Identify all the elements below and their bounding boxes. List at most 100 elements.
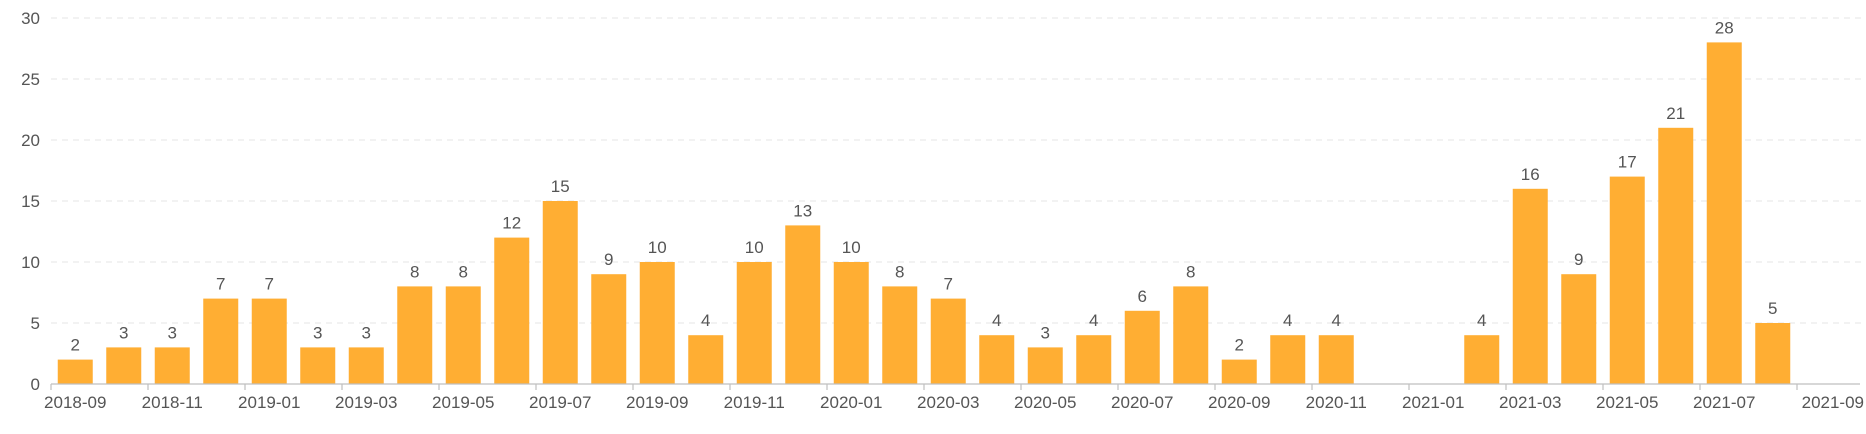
- bar: [1076, 335, 1112, 384]
- y-tick-label: 30: [21, 9, 40, 28]
- bar-value-label: 28: [1715, 18, 1734, 37]
- bar: [1124, 310, 1160, 384]
- bar-value-label: 4: [1477, 311, 1486, 330]
- bar-value-label: 10: [842, 238, 861, 257]
- bar-value-label: 10: [745, 238, 764, 257]
- x-tick-label: 2019-07: [529, 393, 591, 412]
- x-tick-label: 2020-03: [917, 393, 979, 412]
- bar: [1609, 176, 1645, 384]
- x-tick-label: 2019-11: [724, 393, 785, 412]
- bar: [1221, 359, 1257, 384]
- bar-value-label: 8: [459, 262, 468, 281]
- bar: [1706, 42, 1742, 385]
- x-tick-label: 2018-11: [142, 393, 203, 412]
- bar-value-label: 5: [1768, 299, 1777, 318]
- x-tick-label: 2020-01: [820, 393, 882, 412]
- bar: [494, 237, 530, 384]
- bar: [397, 286, 433, 384]
- bar: [639, 262, 675, 384]
- bar: [203, 298, 239, 384]
- bar-value-label: 12: [502, 214, 521, 233]
- bar: [1173, 286, 1209, 384]
- x-tick-label: 2021-01: [1402, 393, 1464, 412]
- bar: [57, 359, 93, 384]
- bar-value-label: 3: [119, 323, 128, 342]
- bar: [979, 335, 1015, 384]
- x-tick-label: 2020-11: [1306, 393, 1367, 412]
- bar: [300, 347, 336, 384]
- y-tick-label: 0: [31, 375, 40, 394]
- bar: [1755, 323, 1791, 384]
- bar-value-label: 4: [992, 311, 1001, 330]
- x-tick-label: 2019-05: [432, 393, 494, 412]
- bar: [1027, 347, 1063, 384]
- bar-value-label: 15: [551, 177, 570, 196]
- bar-value-label: 3: [1041, 323, 1050, 342]
- x-tick-label: 2021-07: [1693, 393, 1755, 412]
- bar: [736, 262, 772, 384]
- bar-value-label: 9: [604, 250, 613, 269]
- bar-value-label: 2: [1235, 336, 1244, 355]
- bar-value-label: 16: [1521, 165, 1540, 184]
- bar: [348, 347, 384, 384]
- bar: [1318, 335, 1354, 384]
- bar-value-label: 3: [168, 323, 177, 342]
- bars: [57, 42, 1791, 385]
- bar-value-label: 4: [1089, 311, 1098, 330]
- bar-value-label: 21: [1666, 104, 1685, 123]
- bar-value-label: 8: [895, 262, 904, 281]
- bar-value-label: 2: [71, 336, 80, 355]
- bar: [106, 347, 142, 384]
- bar-value-label: 3: [313, 323, 322, 342]
- bar-value-label: 4: [1283, 311, 1292, 330]
- bar-value-label: 8: [410, 262, 419, 281]
- x-tick-label: 2018-09: [44, 393, 106, 412]
- x-tick-label: 2020-09: [1208, 393, 1270, 412]
- y-tick-label: 5: [31, 314, 40, 333]
- bar: [688, 335, 724, 384]
- bar-value-label: 9: [1574, 250, 1583, 269]
- y-tick-label: 10: [21, 253, 40, 272]
- y-tick-label: 20: [21, 131, 40, 150]
- bar: [542, 201, 578, 384]
- bar-value-labels: 2 3 3 7 7 3 3 8 8 12 15 9 10 4 10 13 10 8 7 4 3 4 6 8 2 4 4 4 16 9 17 2…: [71, 18, 1778, 354]
- bar: [251, 298, 287, 384]
- x-tick-label: 2019-09: [626, 393, 688, 412]
- bar: [1464, 335, 1500, 384]
- bar: [591, 274, 627, 384]
- bar-value-label: 10: [648, 238, 667, 257]
- x-tick-label: 2019-03: [335, 393, 397, 412]
- y-axis-labels: 0 5 10 15 20 25 30: [21, 9, 40, 394]
- bar: [785, 225, 821, 384]
- bar-value-label: 4: [701, 311, 710, 330]
- bar: [833, 262, 869, 384]
- bar: [1561, 274, 1597, 384]
- bar: [882, 286, 918, 384]
- bar-value-label: 3: [362, 323, 371, 342]
- x-tick-label: 2020-07: [1111, 393, 1173, 412]
- y-tick-label: 15: [21, 192, 40, 211]
- bar-value-label: 17: [1618, 153, 1637, 172]
- bar-value-label: 6: [1138, 287, 1147, 306]
- bar: [445, 286, 481, 384]
- bar: [1658, 127, 1694, 385]
- bar-value-label: 13: [793, 201, 812, 220]
- x-tick-label: 2020-05: [1014, 393, 1076, 412]
- x-tick-label: 2021-03: [1499, 393, 1561, 412]
- x-tick-label: 2019-01: [238, 393, 300, 412]
- x-tick-label: 2021-09: [1802, 393, 1864, 412]
- bar-value-label: 7: [944, 275, 953, 294]
- bar: [154, 347, 190, 384]
- bar: [1270, 335, 1306, 384]
- grid-layer: [51, 17, 1862, 324]
- bar: [930, 298, 966, 384]
- y-tick-label: 25: [21, 70, 40, 89]
- bar-value-label: 4: [1332, 311, 1341, 330]
- x-tick-label: 2021-05: [1596, 393, 1658, 412]
- bar-value-label: 8: [1186, 262, 1195, 281]
- bar-value-label: 7: [265, 275, 274, 294]
- bar-value-label: 7: [216, 275, 225, 294]
- bar: [1512, 188, 1548, 384]
